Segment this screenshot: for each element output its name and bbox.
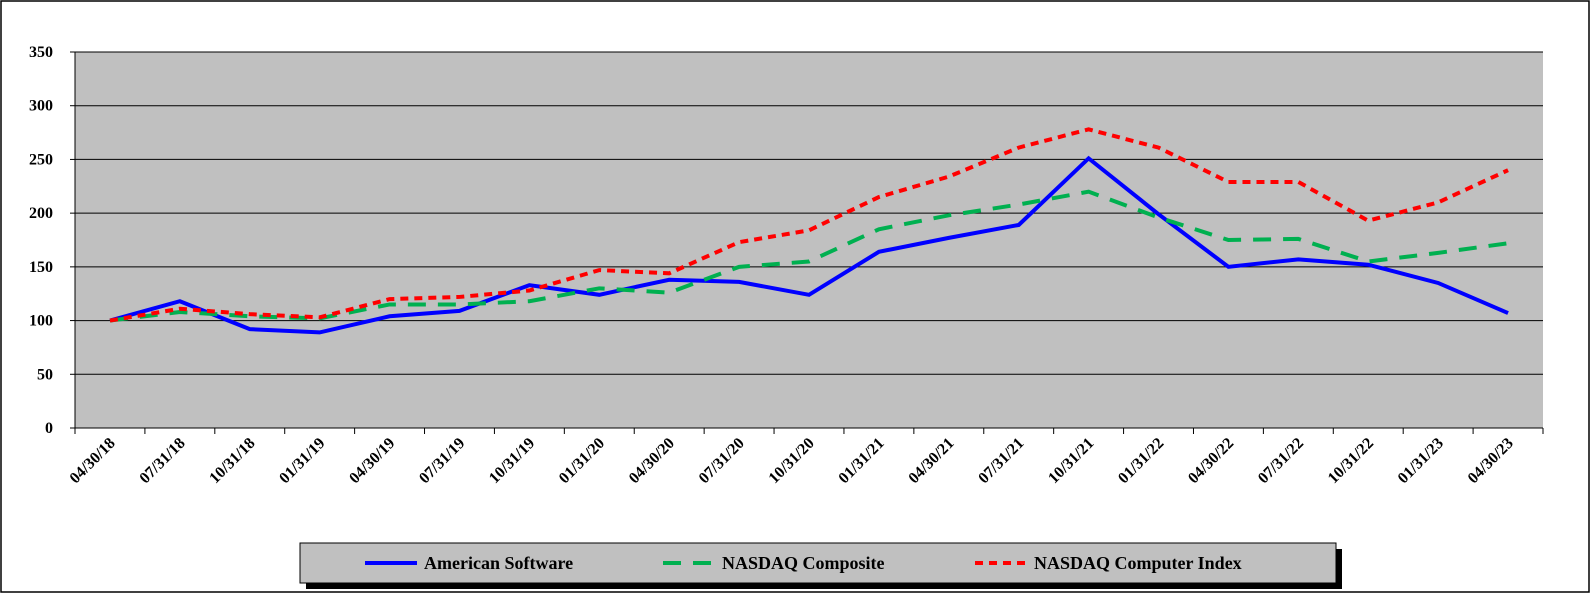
y-tick-label: 200 [29, 205, 53, 222]
y-tick-label: 100 [29, 313, 53, 330]
y-tick-label: 0 [45, 420, 53, 437]
y-tick-label: 300 [29, 98, 53, 115]
y-tick-label: 50 [37, 366, 53, 383]
legend-label: American Software [424, 553, 573, 573]
y-tick-label: 150 [29, 259, 53, 276]
legend-label: NASDAQ Computer Index [1034, 553, 1242, 573]
y-tick-label: 250 [29, 151, 53, 168]
plot-area [75, 52, 1543, 428]
legend: American Software NASDAQ Composite NASDAQ … [300, 543, 1342, 589]
y-tick-label: 350 [29, 44, 53, 61]
legend-label: NASDAQ Composite [722, 553, 885, 573]
